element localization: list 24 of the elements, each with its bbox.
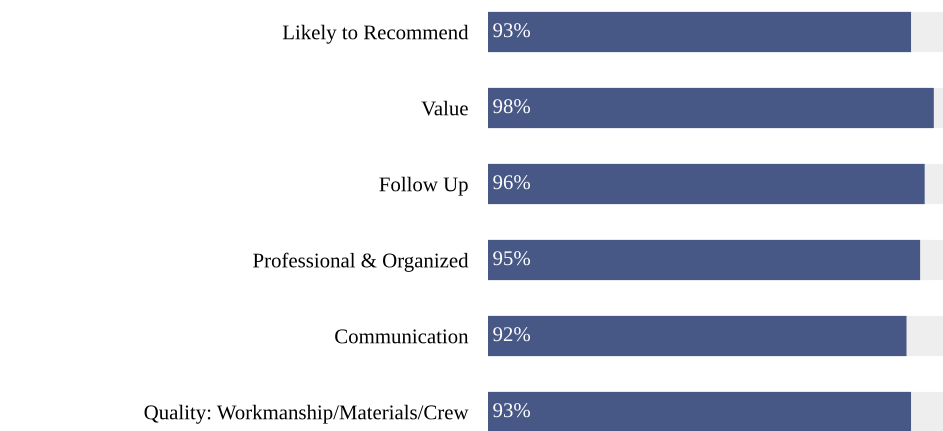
y-tick-label: Follow Up [379, 176, 468, 196]
data-label: 93% [493, 23, 530, 38]
bar [488, 316, 907, 356]
bar [488, 240, 920, 280]
data-label: 96% [493, 175, 530, 190]
data-label: 98% [493, 99, 530, 114]
bar [924, 164, 943, 204]
bar [488, 88, 934, 128]
y-tick-label: Communication [335, 329, 468, 344]
data-label: 92% [493, 327, 530, 342]
y-tick-label: Professional & Organized [253, 252, 468, 272]
data-label: 95% [493, 251, 530, 266]
bar [911, 392, 943, 431]
y-tick-label: Likely to Recommend [282, 24, 468, 44]
data-label: 93% [493, 403, 530, 418]
bar [488, 392, 912, 431]
bar [934, 88, 943, 128]
y-tick-label: Value [421, 100, 468, 116]
bar [911, 12, 943, 52]
bar [906, 316, 943, 356]
bar [920, 240, 943, 280]
bar [488, 164, 925, 204]
y-tick-label: Quality: Workmanship/Materials/Crew [144, 404, 468, 424]
bar [488, 12, 912, 52]
